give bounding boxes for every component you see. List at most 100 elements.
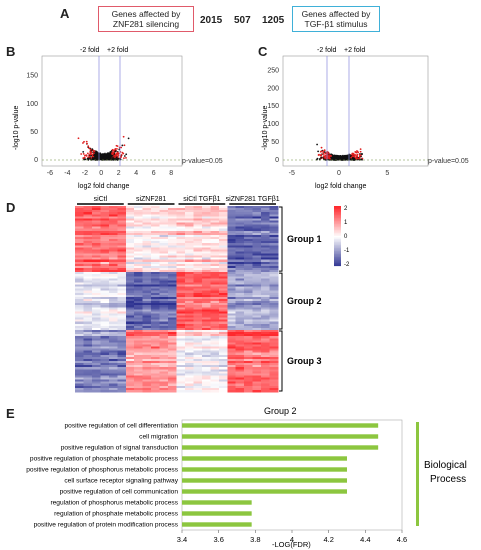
heatmap-cell: [244, 342, 253, 345]
heatmap-cell: [210, 237, 220, 240]
heatmap-cell: [134, 243, 143, 246]
heatmap-cell: [176, 241, 186, 244]
heatmap-cell: [125, 325, 135, 329]
heatmap-cell: [218, 361, 228, 364]
heatmap-cell: [117, 340, 127, 343]
heatmap-cell: [159, 346, 169, 349]
heatmap-cell: [244, 290, 253, 294]
heatmap-cell: [184, 344, 194, 347]
heatmap-cell: [159, 245, 169, 248]
heatmap-cell: [269, 354, 279, 358]
heatmap-cell: [75, 263, 84, 267]
heatmap-cell: [100, 313, 110, 316]
heatmap-cell: [201, 340, 211, 343]
heatmap-cell: [117, 245, 127, 248]
heatmap-cell: [269, 315, 279, 318]
heatmap-cell: [252, 247, 262, 250]
heatmap-cell: [108, 259, 118, 263]
heatmap-cell: [159, 336, 169, 339]
heatmap-cell: [108, 365, 118, 368]
volcano-point: [82, 152, 85, 155]
heatmap-cell: [134, 230, 143, 234]
heatmap-cell: [193, 249, 203, 252]
heatmap-cell: [201, 239, 211, 242]
heatmap-cell: [201, 307, 211, 310]
heatmap-cell: [227, 342, 237, 345]
heatmap-cell: [252, 385, 262, 389]
heatmap-cell: [91, 377, 101, 380]
heatmap-cell: [269, 237, 279, 240]
heatmap-cell: [159, 282, 169, 285]
heatmap-cell: [83, 282, 93, 285]
heatmap-cell: [125, 311, 135, 314]
heatmap-cell: [83, 317, 93, 320]
heatmap-cell: [218, 288, 228, 292]
heatmap-cell: [227, 356, 237, 360]
heatmap-cell: [151, 276, 160, 279]
heatmap-cell: [168, 208, 177, 211]
heatmap-cell: [151, 334, 160, 337]
heatmap-cell: [184, 282, 194, 285]
heatmap-cell: [176, 212, 186, 215]
heatmap-cell: [252, 311, 262, 314]
heatmap-cell: [142, 263, 152, 267]
heatmap-cell: [261, 317, 270, 320]
heatmap-cell: [83, 294, 93, 298]
volcano-point: [357, 151, 360, 154]
heatmap-cell: [210, 299, 220, 302]
heatmap-cell: [125, 379, 135, 382]
heatmap-cell: [108, 367, 118, 370]
heatmap-cell: [142, 222, 152, 225]
heatmap-cell: [91, 381, 101, 385]
heatmap-cell: [108, 249, 118, 252]
heatmap-cell: [142, 356, 152, 360]
heatmap-cell: [227, 309, 237, 312]
heatmap-cell: [218, 311, 228, 314]
volcano-point: [95, 155, 98, 158]
heatmap-cell: [184, 330, 194, 333]
heatmap-cell: [125, 332, 135, 335]
heatmap-cell: [176, 263, 186, 267]
heatmap-cell: [142, 301, 152, 304]
heatmap-cell: [151, 330, 160, 333]
heatmap-cell: [252, 361, 262, 364]
heatmap-cell: [244, 268, 253, 271]
heatmap-cell: [83, 239, 93, 242]
heatmap-cell: [261, 332, 270, 335]
heatmap-cell: [125, 230, 135, 234]
heatmap-cell: [83, 354, 93, 358]
heatmap-cell: [184, 268, 194, 271]
heatmap-cell: [168, 299, 177, 302]
heatmap-cell: [75, 222, 84, 225]
heatmap-cell: [201, 249, 211, 252]
heatmap-cell: [201, 332, 211, 335]
heatmap-cell: [218, 369, 228, 372]
heatmap-cell: [75, 346, 84, 349]
heatmap-cell: [100, 208, 110, 211]
heatmap-cell: [261, 249, 270, 252]
heatmap-cell: [75, 268, 84, 271]
heatmap-cell: [227, 365, 237, 368]
heatmap-cell: [235, 365, 245, 368]
heatmap-cell: [261, 387, 270, 391]
heatmap-cell: [176, 334, 186, 337]
heatmap-cell: [193, 222, 203, 225]
heatmap-cell: [91, 352, 101, 356]
heatmap-cell: [176, 377, 186, 380]
heatmap-cell: [244, 346, 253, 349]
heatmap-cell: [269, 251, 279, 254]
heatmap-cell: [201, 208, 211, 211]
heatmap-cell: [269, 385, 279, 389]
heatmap-cell: [201, 272, 211, 275]
heatmap-cell: [125, 274, 135, 277]
heatmap-cell: [108, 373, 118, 376]
heatmap-cell: [83, 288, 93, 292]
color-scale-swatch: [334, 243, 341, 246]
heatmap-cell: [218, 303, 228, 306]
heatmap-cell: [252, 389, 262, 393]
heatmap-cell: [151, 348, 160, 351]
volcano-point: [109, 153, 111, 155]
heatmap-cell: [142, 230, 152, 234]
heatmap-cell: [261, 208, 270, 211]
heatmap-cell: [227, 381, 237, 385]
